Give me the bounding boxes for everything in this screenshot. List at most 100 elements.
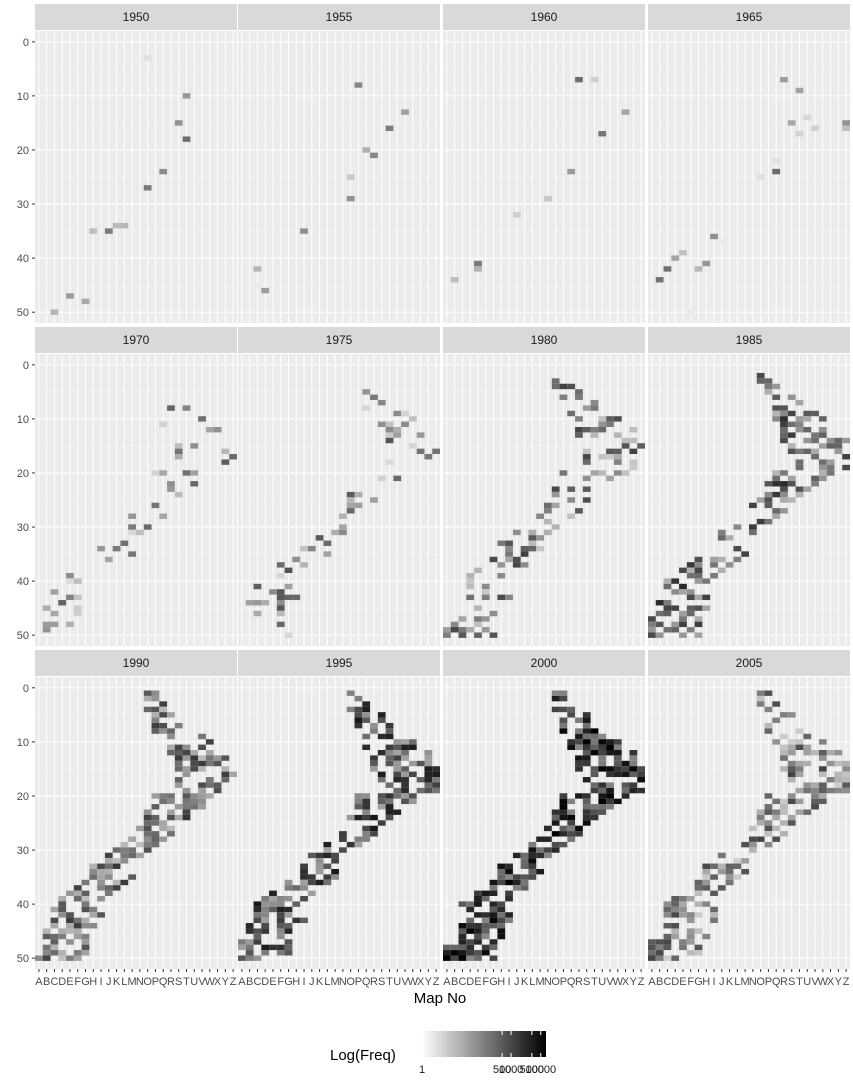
facet-2000-cell [590,744,599,750]
facet-2000-cell [536,852,544,859]
facet-1990-cell [198,804,206,810]
facet-1985-cell [694,605,703,611]
facet-1985-cell [725,562,734,568]
facet-2000-xtick-label: C [458,976,466,988]
facet-1990-cell [205,755,214,761]
facet-1970-cell [66,578,74,584]
facet-1990-cell [182,804,191,810]
facet-1990-xtick-label: L [121,976,127,988]
facet-1980-cell [551,486,560,492]
facet-1995-xtick-label: I [303,976,306,988]
facet-1995-xtick-label: F [277,976,284,988]
facet-2000-cell [450,944,459,951]
facet-1995-strip [238,650,440,676]
facet-1990-cell [66,939,74,945]
facet-1990-cell [182,750,191,756]
facet-1950-cell [50,309,59,315]
facet-1990-cell [35,955,43,961]
facet-2000-cell [512,879,521,886]
facet-1985-cell [686,627,695,633]
facet-1995-cell [292,885,301,891]
facet-1990-cell [42,928,51,934]
facet-1980-cell [466,578,475,584]
facet-1970-cell [136,529,144,536]
facet-1990-cell [159,825,168,832]
facet-2000-cell [551,831,560,837]
facet-1990-cell [81,944,90,951]
facet-1990-cell [89,868,98,875]
facet-2005-cell [780,804,788,810]
legend-label: 1 [419,1064,425,1076]
facet-1990-xtick-label: K [113,976,121,988]
facet-1995-cell [362,706,371,713]
facet-2005-cell [733,874,742,880]
facet-1990-cell [151,836,160,842]
facet-1995-cell [261,896,270,902]
facet-1990-cell [112,885,121,891]
facet-2000-cell [621,771,630,778]
facet-1985-cell [772,383,781,390]
facet-2005-xtick-label: M [741,976,750,988]
facet-2005-cell [679,939,687,945]
facet-1990-cell [167,712,175,718]
facet-2000-cell [505,890,513,896]
facet-1950-cell [112,222,121,229]
facet-1980-cell [598,427,607,433]
facet-1990-cell [205,782,214,788]
facet-2005-cell [717,863,726,869]
facet-1990-cell [143,690,152,696]
facet-1960-cell [621,109,630,115]
facet-1995-cell [245,923,254,929]
facet-1980-cell [489,556,498,563]
facet-1990-xtick-label: F [74,976,81,988]
facet-2005-cell [694,901,703,907]
facet-1990-cell [182,755,191,761]
facet-1995-cell [377,798,386,805]
facet-1970-cell [73,578,82,584]
facet-1970-cell [42,627,51,633]
facet-2000-cell [474,933,482,940]
facet-1990-cell [198,793,206,799]
facet-2000-cell [559,717,568,723]
facet-2000-cell [489,879,498,886]
facet-1990-cell [151,706,160,713]
facet-2000-cell [598,733,607,740]
facet-1995-cell [284,885,293,891]
facet-1990-cell [159,706,168,713]
facet-1990-xtick-label: T [183,976,190,988]
facet-1985-cell [694,578,703,584]
facet-2005-cell [686,939,695,945]
facet-1990-xtick-label: N [136,976,144,988]
facet-1995-cell [362,717,371,723]
facet-1985-cell [826,470,835,476]
facet-2000-cell [598,744,607,750]
facet-1985-cell [795,448,804,455]
facet-2000-cell [598,739,607,745]
facet-2005-xtick-label: C [663,976,671,988]
facet-1985-cell [648,616,656,622]
facet-2005-xtick-label: W [818,976,829,988]
facet-1995-cell [424,787,433,794]
facet-2000-cell [567,836,576,842]
facet-2000-cell [598,809,607,815]
facet-2000-cell [567,831,576,837]
facet-2005-cell [842,777,850,783]
facet-1995-cell [362,701,371,707]
facet-1990-cell [143,695,152,702]
facet-1990-cell [81,906,90,913]
facet-2005-xtick-label: S [788,976,795,988]
facet-1995-cell [370,814,378,821]
facet-2000-cell [606,787,614,794]
facet-1980-cell [520,562,529,568]
facet-2005-cell [710,917,718,924]
facet-1995-cell [284,923,293,929]
facet-2005-cell [749,836,757,842]
facet-1995-cell [307,879,316,886]
facet-1975-cell [416,448,425,455]
facet-1975-cell [346,497,355,503]
facet-1990-cell [167,750,175,756]
facet-1995-cell [424,777,433,783]
facet-2000-cell [637,771,645,778]
facet-2000-cell [582,760,591,767]
facet-1990-cell [221,771,230,778]
